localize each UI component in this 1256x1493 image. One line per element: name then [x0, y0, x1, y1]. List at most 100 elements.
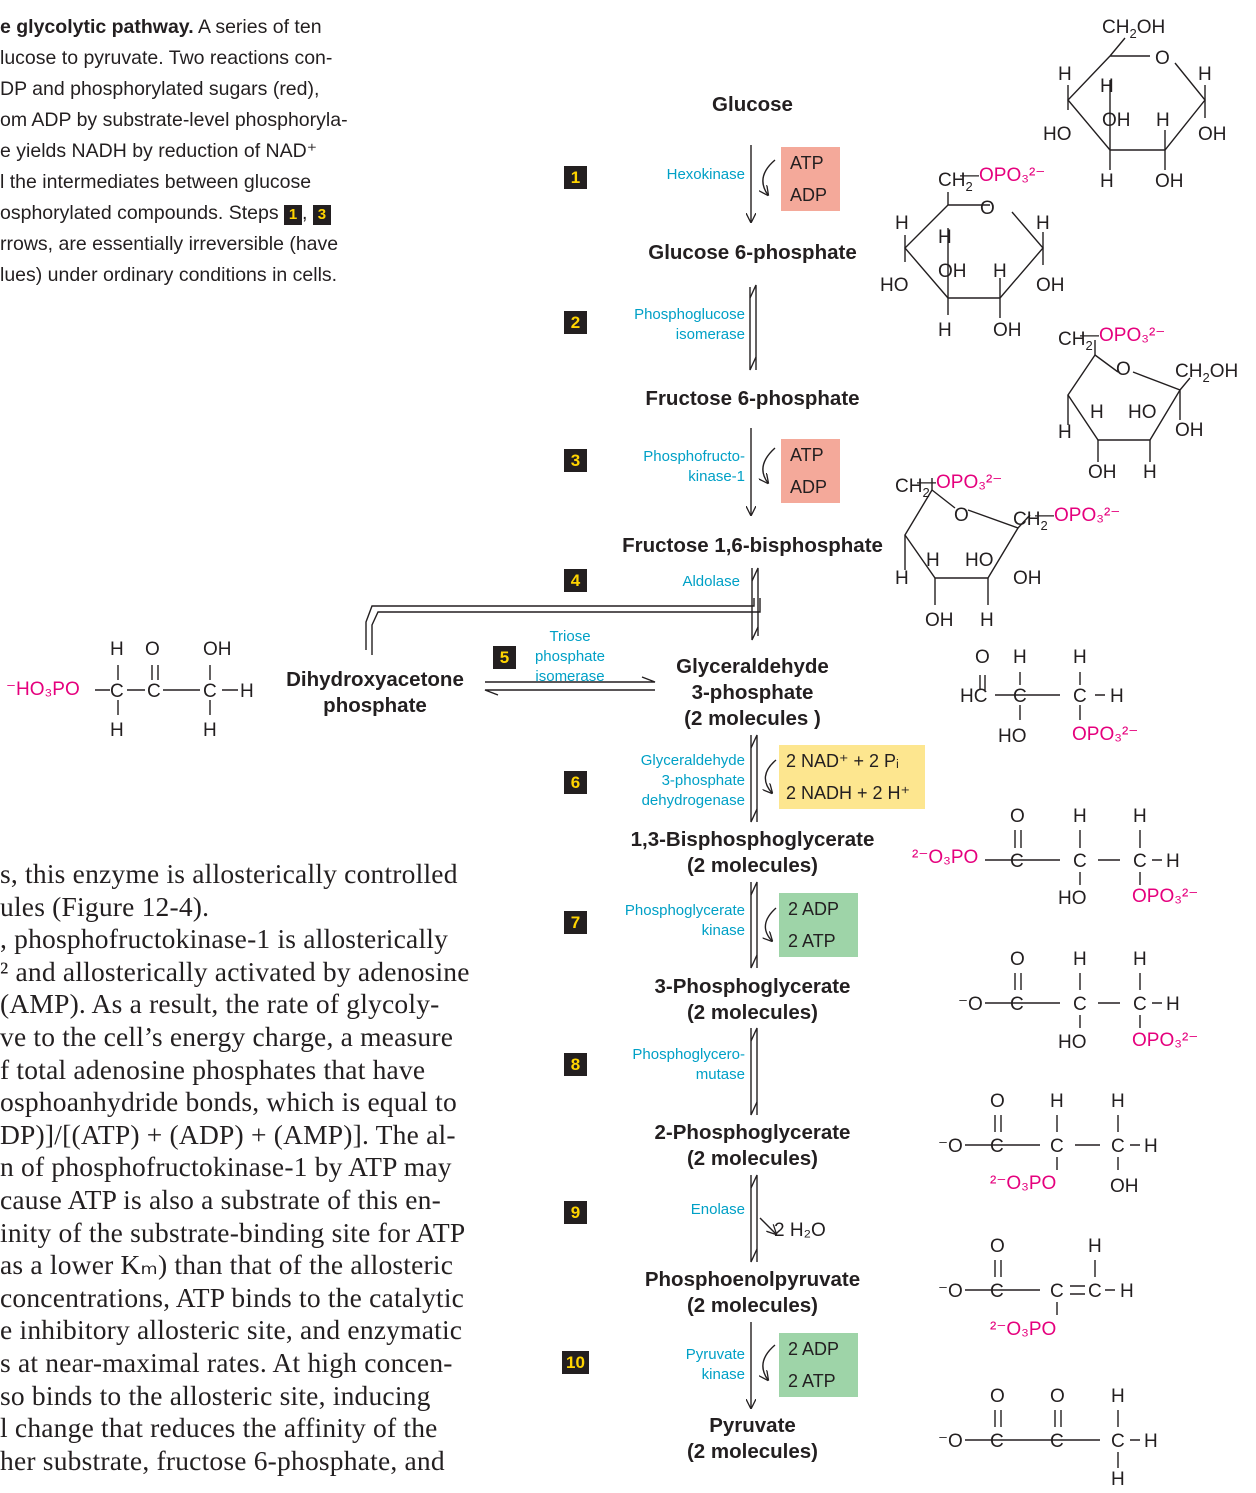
cofactor-adp: ADP [790, 185, 828, 205]
gap-bonds [979, 672, 1105, 720]
body-line: , phosphofructokinase-1 is allostericall… [0, 923, 449, 955]
svg-text:OH: OH [1175, 420, 1204, 441]
caption-title: e glycolytic pathway. [0, 16, 194, 38]
metabolite-3-phosphoglycerate: 3-Phosphoglycerate (2 molecules) [654, 975, 851, 1024]
svg-text:H: H [1058, 64, 1072, 85]
enzyme-gapdh: Glyceraldehyde 3-phosphate dehydrogenase [640, 752, 745, 809]
svg-text:H: H [1100, 171, 1114, 192]
svg-text:H: H [1144, 1136, 1158, 1157]
cofactor-arrow [763, 447, 776, 483]
svg-text:OH: OH [1155, 171, 1184, 192]
svg-text:C: C [1111, 1136, 1125, 1157]
glucose-bonds [1067, 37, 1206, 170]
svg-text:C: C [1073, 994, 1087, 1015]
body-line: inity of the substrate-binding site for … [0, 1216, 466, 1248]
body-line: concentrations, ATP binds to the catalyt… [0, 1281, 465, 1313]
svg-text:H: H [938, 227, 952, 248]
svg-text:⁻O: ⁻O [938, 1136, 963, 1157]
pg3-bonds [985, 973, 1162, 1028]
body-line: e inhibitory allosteric site, and enzyma… [0, 1314, 463, 1346]
svg-text:H: H [1036, 213, 1050, 234]
svg-text:O: O [990, 1091, 1005, 1112]
step-number-5: 5 [493, 646, 516, 669]
body-line: s, this enzyme is allosterically control… [0, 858, 458, 889]
svg-text:O: O [954, 505, 969, 526]
body-line: cause ATP is also a substrate of this en… [0, 1183, 441, 1215]
step-number-10: 10 [562, 1351, 589, 1374]
body-line: as a lower Kₘ) than that of the alloster… [0, 1249, 454, 1281]
cofactor-atp: ATP [790, 445, 824, 465]
caption-line: lucose to pyruvate. Two reactions con- [0, 47, 333, 69]
reversible-arrow [751, 567, 759, 636]
ester-phosphate-label: ²⁻O₃PO [990, 1319, 1057, 1340]
bpg-bonds [985, 830, 1162, 885]
isomerase-arrow [484, 689, 655, 696]
svg-text:OH: OH [938, 261, 967, 282]
dhap-bonds [95, 665, 238, 715]
svg-text:OH: OH [1013, 568, 1042, 589]
cofactor-atp: ATP [790, 153, 824, 173]
svg-text:O: O [990, 1236, 1005, 1257]
metabolite-phosphoenolpyruvate: Phosphoenolpyruvate (2 molecules) [644, 1268, 861, 1317]
svg-text:O: O [980, 198, 995, 219]
cofactor-box-step-3: ATP ADP [781, 439, 840, 503]
svg-text:CH2OH: CH2OH [1175, 361, 1238, 385]
svg-text:OH: OH [203, 639, 232, 660]
metabolite-glyceraldehyde-3-phosphate: Glyceraldehyde 3-phosphate (2 molecules ) [676, 655, 829, 730]
svg-text:C: C [990, 1431, 1004, 1452]
svg-text:H: H [1050, 1091, 1064, 1112]
body-line: n of phosphofructokinase-1 by ATP may [0, 1151, 452, 1183]
phosphate-label: OPO₃²⁻ [1072, 724, 1139, 745]
phosphate-label: —OPO₃²⁻ [1080, 325, 1166, 346]
g6p-ring [904, 204, 1044, 299]
reversible-arrow [750, 1175, 758, 1263]
svg-text:O: O [145, 639, 160, 660]
svg-text:H: H [895, 213, 909, 234]
step-number-4: 4 [564, 569, 587, 592]
enzyme-aldolase: Aldolase [682, 573, 740, 590]
svg-text:H: H [993, 261, 1007, 282]
svg-text:H: H [1120, 1281, 1134, 1302]
caption-step-ref: 1 [284, 205, 303, 225]
phosphate-label: —OPO₃²⁻ [1035, 505, 1121, 526]
step-number-8: 8 [564, 1053, 587, 1076]
cofactor-box-step-7: 2 ADP 2 ATP [779, 893, 858, 957]
svg-text:H: H [1058, 422, 1072, 443]
svg-text:C: C [110, 681, 124, 702]
svg-text:O: O [975, 647, 990, 668]
reversible-arrow [749, 284, 757, 370]
enzyme-triose-phosphate-isomerase: Triose phosphate isomerase [534, 628, 606, 685]
reversible-arrow [749, 287, 757, 371]
caption-line: osphorylated compounds. Steps 1, 3 [0, 198, 400, 229]
svg-text:OH: OH [1102, 110, 1131, 131]
svg-text:C: C [1050, 1281, 1064, 1302]
caption-line: e yields NADH by reduction of NAD⁺ [0, 140, 317, 162]
svg-text:H: H [1013, 647, 1027, 668]
svg-text:H: H [1198, 64, 1212, 85]
svg-text:O: O [990, 1386, 1005, 1407]
svg-text:O: O [1116, 359, 1131, 380]
aldolase-branch [365, 598, 755, 650]
enzyme-phosphoglycerate-mutase: Phosphoglycero-mutase [632, 1046, 745, 1083]
svg-text:HO: HO [880, 275, 909, 296]
svg-text:CH2OH: CH2OH [1102, 17, 1165, 41]
svg-text:HO: HO [1058, 888, 1087, 909]
body-line: DP)]/[(ATP) + (ADP) + (AMP)]. The al- [0, 1118, 456, 1150]
cofactor-water: 2 H₂O [774, 1220, 826, 1241]
body-line: ve to the cell’s energy charge, a measur… [0, 1020, 454, 1052]
svg-text:⁻O: ⁻O [958, 994, 983, 1015]
f16bp-bonds [904, 478, 1031, 605]
svg-text:OH: OH [993, 320, 1022, 341]
svg-text:C: C [1010, 994, 1024, 1015]
cofactor-box-step-10: 2 ADP 2 ATP [779, 1333, 858, 1397]
caption-step-ref: 3 [312, 205, 331, 225]
svg-text:H: H [1111, 1386, 1125, 1407]
caption-line: om ADP by substrate-level phosphoryla- [0, 109, 348, 131]
cofactor-arrow [763, 159, 776, 195]
svg-text:C: C [1050, 1136, 1064, 1157]
svg-text:H: H [1156, 110, 1170, 131]
cofactor-atp: 2 ATP [788, 931, 836, 951]
step-number-1: 1 [564, 166, 587, 189]
body-line: osphoanhydride bonds, which is equal to [0, 1086, 457, 1118]
svg-text:H: H [938, 320, 952, 341]
